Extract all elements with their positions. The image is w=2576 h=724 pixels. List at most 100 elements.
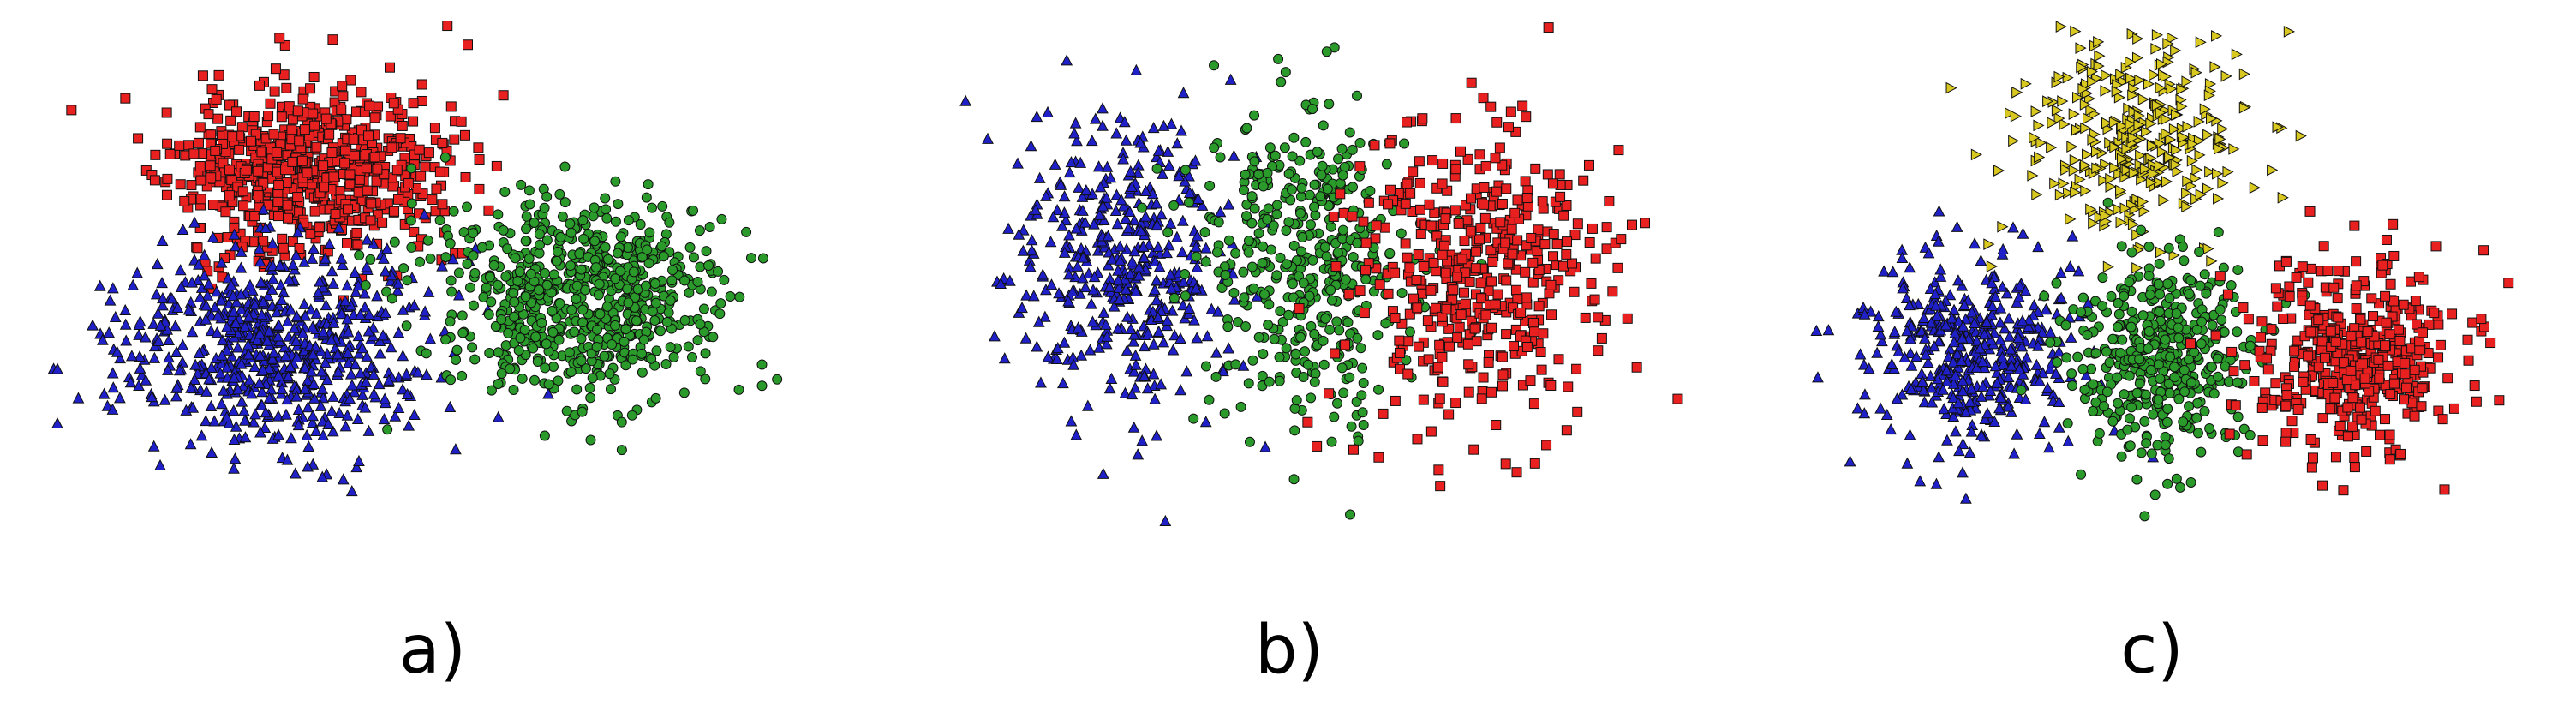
data-point [1213, 248, 1222, 257]
data-point [517, 374, 527, 383]
data-point [659, 252, 668, 261]
data-point [641, 281, 650, 290]
data-point [647, 354, 656, 363]
data-point [346, 369, 356, 380]
data-point [1344, 290, 1354, 299]
data-point [366, 254, 375, 264]
data-point [2197, 317, 2207, 326]
data-point [2164, 243, 2173, 253]
data-point [2227, 347, 2237, 356]
data-point [2065, 261, 2075, 272]
data-point [2343, 403, 2352, 412]
data-point [340, 421, 350, 431]
data-point [392, 165, 402, 175]
data-point [1337, 363, 1347, 373]
data-point [198, 71, 207, 81]
data-point [2218, 178, 2228, 188]
data-point [616, 232, 625, 242]
data-point [1236, 402, 1246, 411]
data-point [1949, 305, 1959, 315]
data-point [1513, 295, 1522, 304]
data-point [1176, 125, 1186, 135]
data-point [427, 195, 437, 205]
data-point [2208, 320, 2217, 330]
data-point [2098, 302, 2107, 311]
data-point [1360, 308, 1369, 318]
data-point [2065, 214, 2076, 224]
data-point [1029, 290, 1039, 301]
data-point [1157, 209, 1167, 219]
data-point [2155, 307, 2164, 316]
data-point [2178, 242, 2187, 251]
data-point [1605, 197, 1614, 206]
data-point [2495, 396, 2504, 405]
data-point [353, 414, 363, 424]
data-point [1516, 308, 1526, 317]
data-point [1284, 169, 1294, 178]
data-point [565, 261, 575, 271]
data-point [194, 138, 203, 147]
data-point [577, 265, 586, 274]
data-point [1873, 321, 1883, 332]
data-point [441, 335, 451, 344]
data-point [2172, 308, 2181, 318]
data-point [178, 224, 188, 235]
data-point [254, 191, 263, 200]
data-point [1879, 266, 1889, 277]
data-point [1181, 366, 1192, 376]
data-point [504, 328, 513, 338]
data-point [1568, 259, 1577, 268]
data-point [2352, 304, 2361, 314]
data-point [2127, 403, 2137, 412]
data-point [590, 236, 600, 246]
data-point [217, 398, 227, 409]
data-point [446, 375, 456, 385]
data-point [1058, 378, 1068, 388]
data-point [1484, 357, 1493, 367]
data-point [1476, 224, 1485, 233]
data-point [469, 301, 478, 310]
data-point [149, 441, 159, 452]
data-point [2012, 87, 2023, 98]
data-point [623, 284, 632, 294]
data-point [340, 159, 350, 168]
data-point [541, 339, 551, 349]
data-point [1336, 189, 1345, 199]
data-point [1437, 179, 1447, 188]
data-point [522, 224, 531, 234]
data-point [485, 348, 494, 357]
data-point [104, 327, 114, 338]
data-point [1339, 388, 1348, 398]
data-point [1073, 182, 1084, 193]
data-point [1521, 267, 1530, 277]
data-point [509, 385, 518, 394]
data-point [461, 172, 470, 182]
data-point [115, 392, 125, 403]
data-point [328, 392, 338, 402]
data-point [2132, 388, 2142, 398]
data-point [705, 222, 714, 231]
data-point [193, 243, 202, 253]
data-point [493, 348, 503, 357]
data-point [535, 285, 544, 295]
data-point [460, 130, 469, 140]
data-point [636, 220, 645, 230]
data-point [1300, 347, 1310, 356]
data-point [983, 134, 993, 144]
data-point [475, 155, 484, 165]
data-point [1971, 149, 1981, 159]
data-point [702, 247, 711, 256]
data-point [2105, 357, 2114, 367]
data-point [393, 194, 403, 204]
data-point [409, 117, 418, 126]
data-point [1572, 364, 1581, 374]
data-point [325, 129, 334, 139]
data-point [735, 292, 744, 302]
data-point [2215, 305, 2225, 314]
data-point [1975, 255, 1986, 266]
data-point [2009, 135, 2019, 146]
data-point [2047, 142, 2057, 153]
data-point [2232, 378, 2242, 387]
data-point [1549, 252, 1558, 261]
data-point [1460, 288, 1469, 297]
